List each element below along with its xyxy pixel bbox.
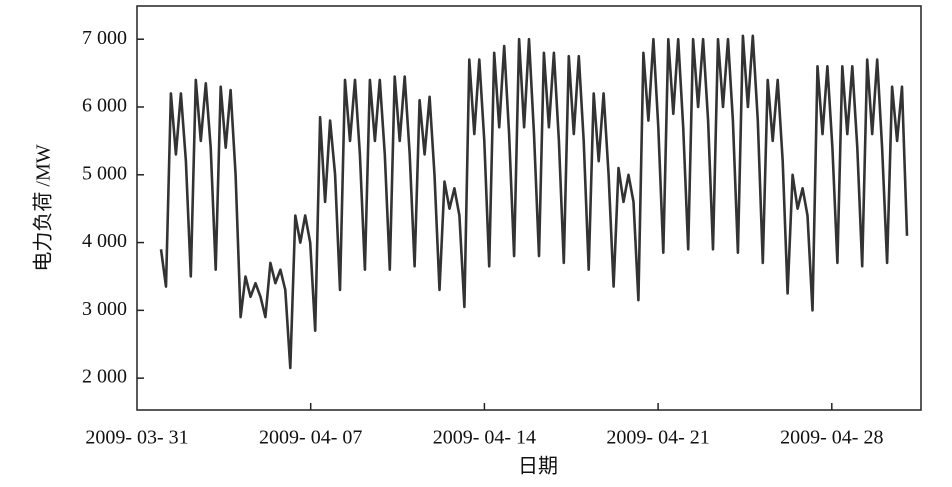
x-tick-label: 2009- 04- 14 (433, 427, 536, 449)
x-tick-label: 2009- 04- 21 (606, 427, 709, 449)
x-tick-label: 2009- 03- 31 (85, 427, 188, 449)
y-tick-label: 3 000 (82, 298, 127, 320)
y-tick-label: 4 000 (82, 230, 127, 252)
x-tick-label: 2009- 04- 28 (780, 427, 883, 449)
y-tick-label: 6 000 (82, 95, 127, 117)
x-axis-label: 日期 (518, 456, 558, 478)
y-tick-label: 2 000 (82, 366, 127, 388)
y-tick-label: 7 000 (82, 27, 127, 49)
x-tick-label: 2009- 04- 07 (259, 427, 362, 449)
y-tick-label: 5 000 (82, 162, 127, 184)
y-axis-label: 电力负荷 /MW (32, 144, 55, 271)
load-line (159, 34, 909, 370)
plot-frame (136, 5, 922, 411)
